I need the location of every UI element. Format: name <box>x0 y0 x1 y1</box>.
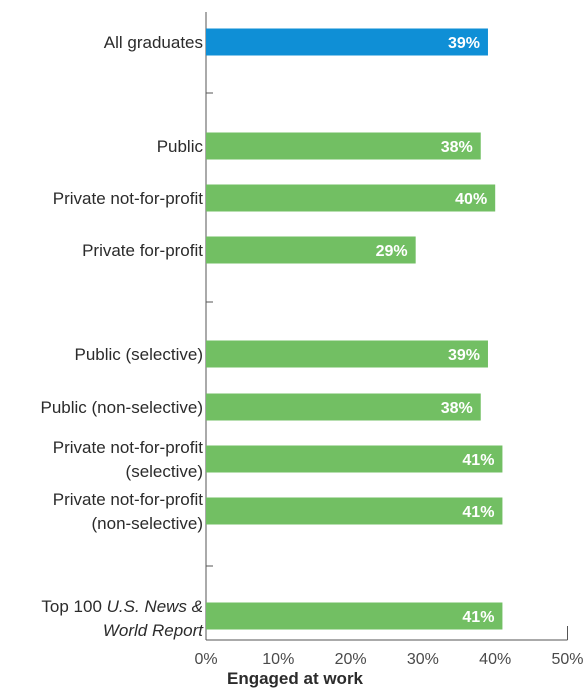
category-labels: All graduates Public Private not-for-profi… <box>40 33 204 640</box>
bar-value-label: 29% <box>376 243 408 260</box>
category-label: Private for-profit <box>82 241 203 260</box>
bar-value-label: 41% <box>462 504 494 521</box>
x-tick-labels: 0% 10% 20% 30% 40% 50% <box>194 651 583 668</box>
bar <box>206 445 503 473</box>
category-label: Private not-for-profit (non-selective) <box>53 490 203 533</box>
x-tick-label: 20% <box>335 651 367 668</box>
chart-bars: 39% 38% 40% 29% 39% 38% 41% 41% 41% <box>206 28 503 630</box>
bar <box>206 184 496 212</box>
category-label: Top 100 U.S. News & World Report <box>41 597 204 640</box>
category-label: Private not-for-profit <box>53 189 203 208</box>
chart-axes <box>205 12 568 641</box>
x-axis-label: Engaged at work <box>227 669 364 688</box>
bar <box>206 602 503 630</box>
x-tick-label: 10% <box>262 651 294 668</box>
category-label: All graduates <box>104 33 203 52</box>
bar-value-label: 40% <box>455 191 487 208</box>
bar <box>206 236 416 264</box>
bar <box>206 340 488 368</box>
bar <box>206 132 481 160</box>
x-tick-label: 30% <box>407 651 439 668</box>
bar <box>206 28 488 56</box>
category-label: Public <box>157 137 204 156</box>
x-tick-label: 40% <box>479 651 511 668</box>
bar-value-label: 39% <box>448 35 480 52</box>
category-label: Public (selective) <box>75 345 204 364</box>
bar-value-label: 38% <box>441 139 473 156</box>
x-tick-label: 50% <box>551 651 583 668</box>
bar-value-label: 38% <box>441 400 473 417</box>
bar <box>206 497 503 525</box>
category-label: Public (non-selective) <box>40 398 203 417</box>
bar-value-label: 41% <box>462 609 494 626</box>
bar <box>206 393 481 421</box>
bar-value-label: 41% <box>462 452 494 469</box>
x-tick-label: 0% <box>194 651 217 668</box>
bar-value-label: 39% <box>448 347 480 364</box>
category-label: Private not-for-profit (selective) <box>53 438 203 481</box>
